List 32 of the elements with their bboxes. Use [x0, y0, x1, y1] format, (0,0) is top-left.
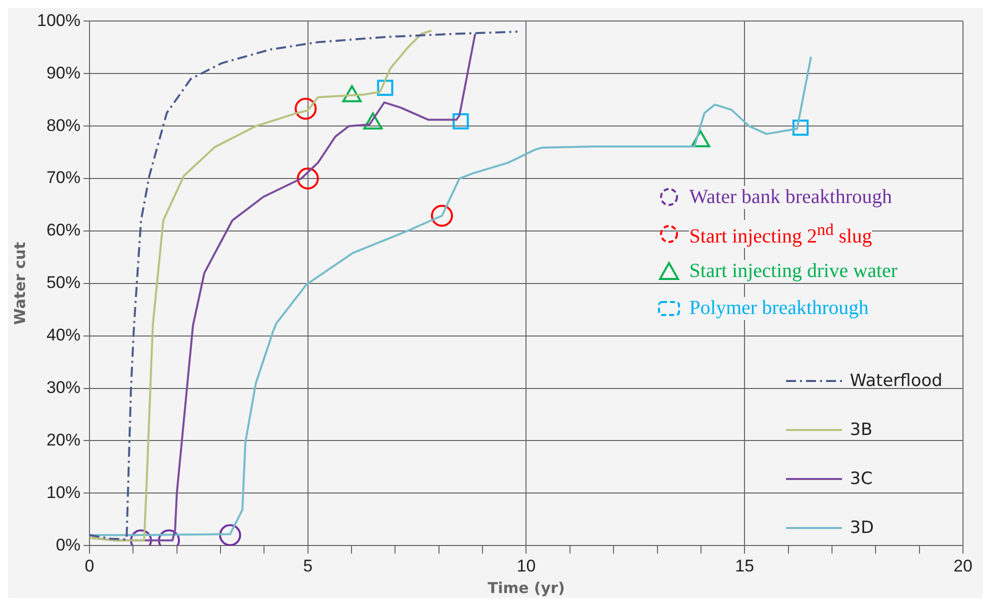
y-tick-label: 10%	[46, 482, 80, 502]
y-tick-label: 90%	[46, 63, 80, 82]
legend-label: Start injecting drive water	[689, 260, 898, 283]
legend-label: Waterflood	[850, 371, 942, 392]
point	[792, 120, 809, 136]
x-tick-label: 15	[735, 556, 754, 576]
y-tick-label: 70%	[46, 168, 80, 188]
y-tick-label: 30%	[46, 378, 80, 397]
y-tick-label: 50%	[46, 273, 80, 292]
y-tick-label: 60%	[46, 220, 80, 240]
point	[377, 80, 394, 96]
point	[452, 113, 469, 130]
legend-label: Polymer breakthrough	[689, 296, 869, 320]
y-tick-label: 40%	[46, 326, 80, 345]
point	[294, 98, 317, 120]
y-tick-label: 100%	[36, 10, 80, 30]
y-tick-label: 80%	[46, 116, 80, 135]
x-tick-label: 10	[516, 556, 536, 576]
x-tick-label: 0	[84, 556, 94, 576]
legend-label: 3B	[850, 420, 872, 440]
y-axis-title: Water cut	[10, 242, 29, 325]
legend-label: 3D	[850, 518, 874, 538]
y-tick-label: 0%	[56, 535, 80, 554]
legend-label: Water bank breakthrough	[689, 186, 892, 209]
x-axis-title: Time (yr)	[488, 578, 565, 597]
point	[430, 204, 453, 227]
legend-label: 3C	[850, 469, 873, 490]
x-tick-label: 5	[303, 556, 313, 576]
y-tick-label: 20%	[46, 430, 80, 450]
x-tick-label: 20	[954, 556, 972, 576]
legend-label: Start injecting 2$^{nd}$ slug	[689, 220, 872, 248]
point	[296, 168, 319, 190]
